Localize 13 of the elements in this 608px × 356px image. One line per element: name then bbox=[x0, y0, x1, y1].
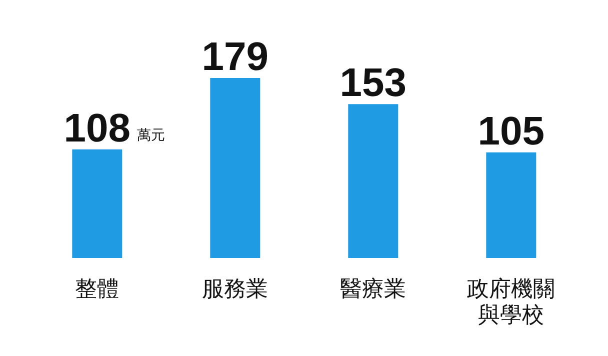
x-tick-label: 政府機關與學校 bbox=[467, 276, 555, 327]
bar bbox=[486, 152, 536, 258]
x-tick-label: 整體 bbox=[75, 276, 119, 301]
bar bbox=[72, 149, 122, 258]
x-tick-label: 醫療業 bbox=[340, 276, 406, 301]
data-label: 179 bbox=[202, 35, 269, 79]
annotation: 萬元 bbox=[137, 126, 166, 142]
x-tick-label: 服務業 bbox=[202, 276, 268, 301]
data-label: 108 bbox=[64, 106, 131, 150]
bar bbox=[210, 78, 260, 258]
bar bbox=[348, 104, 398, 258]
data-label: 153 bbox=[340, 61, 407, 106]
data-label: 105 bbox=[478, 109, 545, 154]
